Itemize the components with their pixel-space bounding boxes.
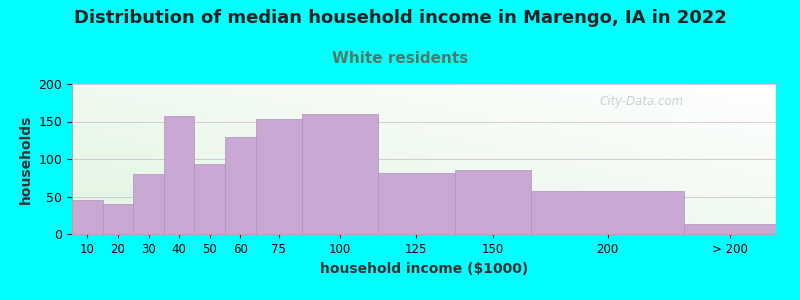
Bar xyxy=(256,119,302,234)
Bar xyxy=(378,172,454,234)
Bar xyxy=(684,224,776,234)
Text: Distribution of median household income in Marengo, IA in 2022: Distribution of median household income … xyxy=(74,9,726,27)
X-axis label: household income ($1000): household income ($1000) xyxy=(320,262,528,276)
Bar xyxy=(164,116,194,234)
Bar xyxy=(302,114,378,234)
Bar xyxy=(531,191,684,234)
Bar xyxy=(72,200,102,234)
Text: City-Data.com: City-Data.com xyxy=(600,95,684,109)
Bar xyxy=(102,204,134,234)
Text: White residents: White residents xyxy=(332,51,468,66)
Bar xyxy=(134,174,164,234)
Bar xyxy=(454,170,531,234)
Y-axis label: households: households xyxy=(19,114,33,204)
Bar xyxy=(194,164,225,234)
Bar xyxy=(225,136,256,234)
